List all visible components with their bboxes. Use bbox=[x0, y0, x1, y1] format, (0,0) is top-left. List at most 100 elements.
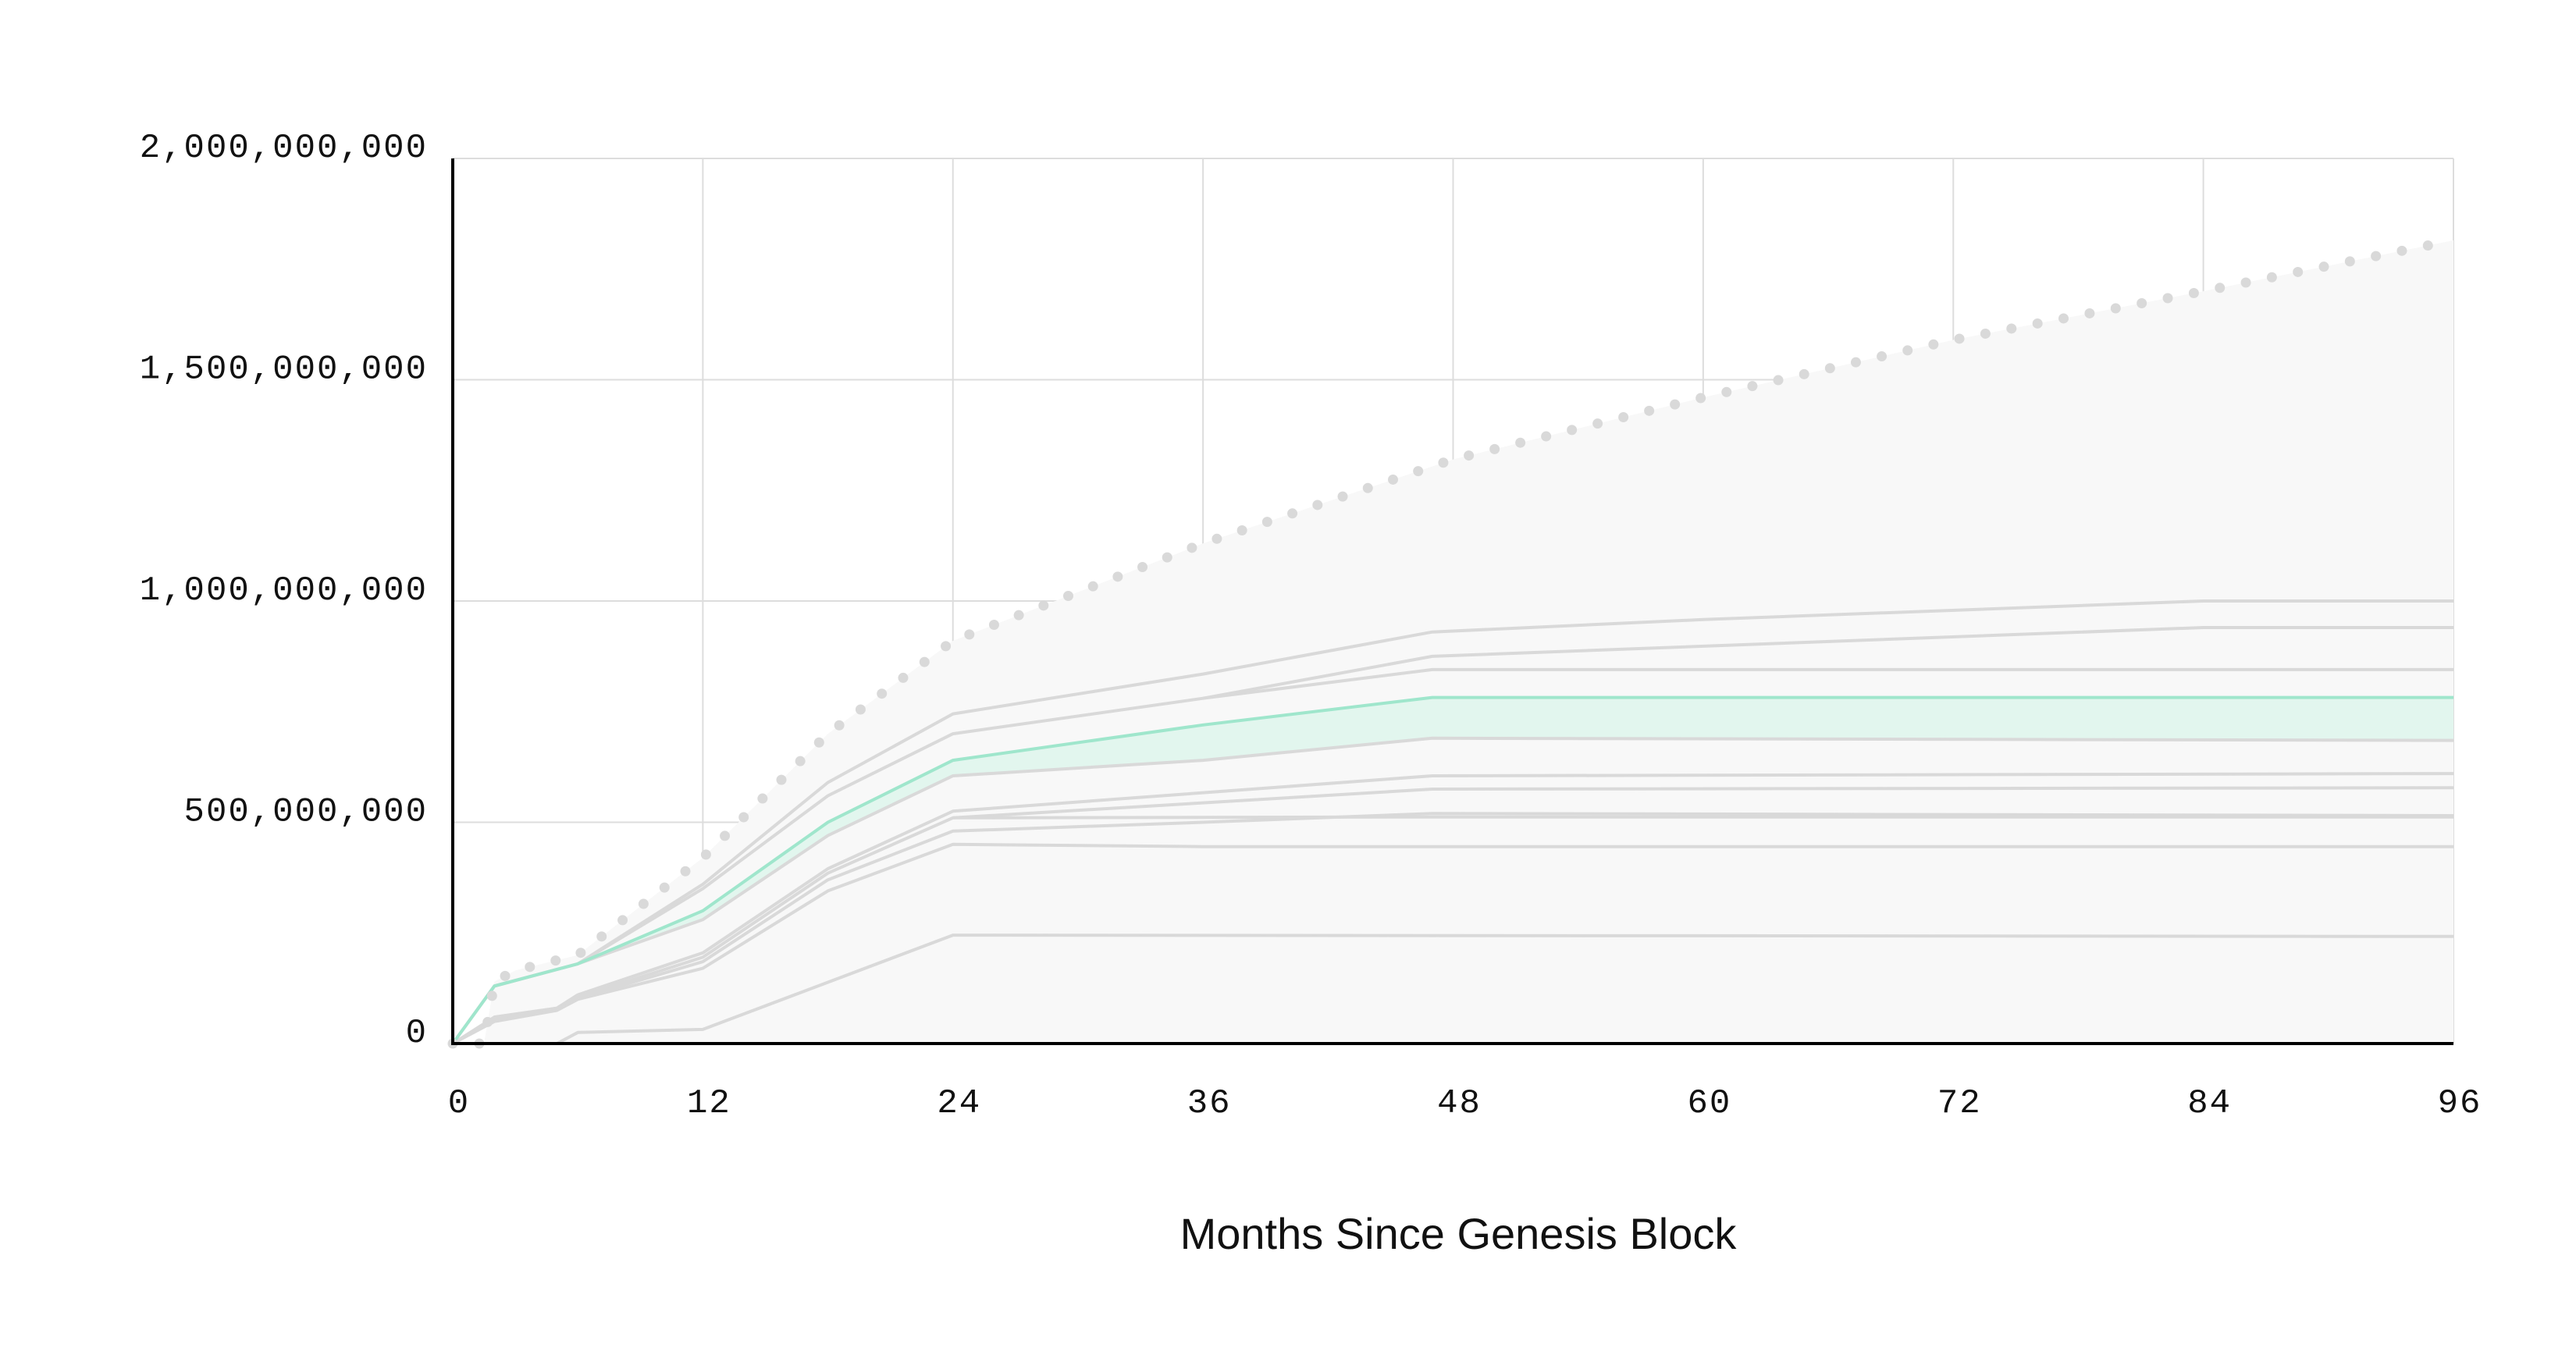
supply-dot bbox=[1928, 339, 1939, 350]
supply-dot bbox=[1695, 393, 1706, 404]
supply-dot bbox=[898, 672, 909, 683]
axes bbox=[451, 158, 2453, 1045]
supply-dot bbox=[988, 620, 999, 631]
supply-dot bbox=[1850, 357, 1861, 368]
supply-dot bbox=[1670, 399, 1681, 410]
x-tick-label: 60 bbox=[1687, 1084, 1731, 1123]
supply-dot bbox=[1013, 610, 1024, 621]
supply-dot bbox=[834, 720, 845, 731]
supply-dot bbox=[1824, 363, 1835, 374]
supply-dot bbox=[1567, 425, 1578, 436]
supply-dot bbox=[2240, 277, 2251, 288]
supply-dot bbox=[2162, 293, 2173, 304]
supply-dot bbox=[1063, 590, 1074, 601]
supply-dot bbox=[1799, 368, 1809, 379]
supply-dot bbox=[1261, 517, 1272, 528]
supply-dot bbox=[855, 704, 866, 715]
supply-dot bbox=[813, 737, 824, 748]
highlight-line bbox=[451, 695, 2453, 1045]
y-tick-label: 0 bbox=[406, 1014, 428, 1053]
supply-dot bbox=[525, 962, 535, 973]
series-line bbox=[952, 815, 2453, 820]
supply-dot bbox=[1438, 457, 1449, 468]
supply-dot bbox=[738, 812, 749, 823]
supply-dot bbox=[1112, 571, 1123, 582]
supply-dot bbox=[1541, 431, 1552, 442]
area-fills bbox=[453, 240, 2453, 1044]
series-line bbox=[1202, 667, 2453, 700]
x-tick-label: 24 bbox=[937, 1084, 981, 1123]
supply-dot bbox=[1747, 381, 1758, 392]
supply-dot bbox=[2110, 303, 2121, 314]
supply-dot bbox=[1212, 533, 1222, 544]
supply-dot bbox=[659, 882, 670, 893]
x-tick-label: 96 bbox=[2438, 1084, 2482, 1123]
supply-dot bbox=[2032, 318, 2043, 329]
series-line bbox=[451, 772, 2454, 1045]
y-tick-label: 2,000,000,000 bbox=[140, 129, 428, 168]
supply-dot bbox=[1618, 412, 1629, 423]
supply-dot bbox=[1287, 508, 1298, 519]
highlight-band-area bbox=[453, 697, 2453, 1044]
supply-dot bbox=[680, 866, 691, 877]
supply-dot bbox=[795, 756, 806, 766]
x-tick-label: 48 bbox=[1437, 1084, 1482, 1123]
supply-dot bbox=[1954, 333, 1965, 344]
supply-dot bbox=[617, 915, 628, 926]
supply-dot bbox=[482, 1016, 493, 1027]
supply-dot bbox=[1489, 443, 1500, 454]
supply-dot bbox=[1515, 437, 1526, 448]
supply-dot bbox=[1592, 418, 1603, 429]
supply-dot bbox=[2344, 256, 2355, 267]
x-tick-label: 72 bbox=[1937, 1084, 1982, 1123]
x-tick-label: 0 bbox=[448, 1084, 470, 1123]
x-tick-label: 84 bbox=[2187, 1084, 2232, 1123]
supply-dot bbox=[2293, 266, 2304, 277]
series-line bbox=[452, 842, 2453, 1045]
supply-dot bbox=[2371, 251, 2382, 261]
x-tick-labels: 0 12 24 36 48 60 72 84 96 bbox=[448, 1084, 2482, 1123]
supply-dot bbox=[941, 641, 952, 652]
supply-dot bbox=[964, 629, 975, 640]
x-axis-label: Months Since Genesis Block bbox=[1180, 1209, 1738, 1258]
supply-dot bbox=[1236, 525, 1247, 535]
supply-dot bbox=[2058, 313, 2069, 324]
supply-dot bbox=[1087, 581, 1098, 592]
supply-dot bbox=[877, 688, 888, 699]
supply-dot bbox=[2422, 240, 2433, 251]
supply-dot bbox=[1312, 500, 1323, 510]
supply-dot bbox=[1387, 474, 1398, 485]
supply-dot bbox=[1773, 375, 1784, 386]
supply-dot bbox=[2006, 323, 2017, 334]
total-supply-dots bbox=[447, 240, 2433, 1049]
supply-dot bbox=[2318, 261, 2329, 272]
supply-dot bbox=[1902, 345, 1913, 356]
supply-dot bbox=[1162, 552, 1172, 563]
supply-dot bbox=[720, 830, 731, 841]
x-tick-label: 36 bbox=[1187, 1084, 1232, 1123]
supply-dot bbox=[1644, 405, 1655, 416]
supply-dot bbox=[1464, 450, 1475, 461]
supply-dot bbox=[2396, 245, 2407, 256]
supply-dot bbox=[919, 656, 930, 667]
supply-dot bbox=[638, 898, 649, 909]
supply-dot bbox=[2084, 308, 2095, 318]
supply-dot bbox=[1877, 351, 1888, 362]
supply-dot bbox=[2266, 272, 2277, 283]
supply-dot bbox=[2137, 297, 2147, 308]
supply-dot bbox=[1187, 542, 1197, 553]
supply-dot bbox=[1362, 482, 1373, 493]
supply-dot bbox=[700, 849, 711, 860]
x-tick-label: 12 bbox=[687, 1084, 731, 1123]
supply-dot bbox=[596, 931, 607, 942]
supply-dot bbox=[550, 955, 561, 966]
supply-dot bbox=[2188, 287, 2199, 298]
supply-dot bbox=[1038, 600, 1049, 611]
y-tick-labels: 0 500,000,000 1,000,000,000 1,500,000,000 2,… bbox=[140, 129, 428, 1053]
supply-dot bbox=[1721, 386, 1732, 397]
supply-dot bbox=[575, 948, 586, 958]
supply-dot bbox=[1337, 491, 1348, 502]
supply-dot bbox=[1137, 561, 1148, 572]
supply-dot bbox=[486, 990, 497, 1001]
